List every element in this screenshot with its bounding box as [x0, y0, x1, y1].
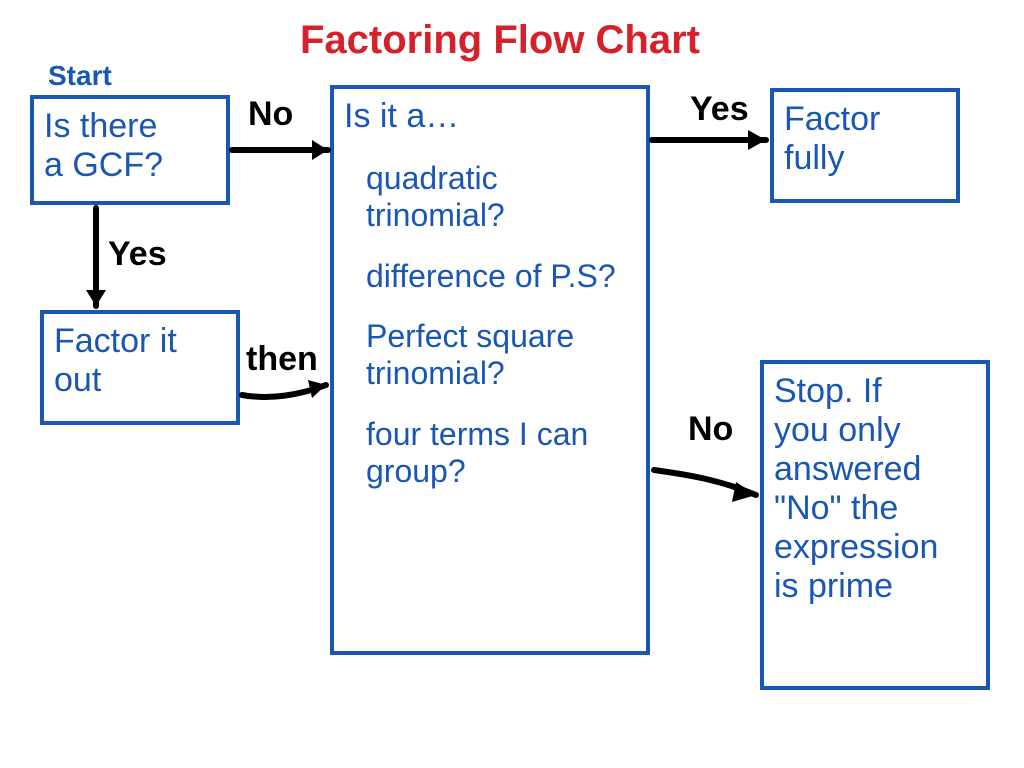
node-text: expression: [774, 528, 976, 567]
node-text: is prime: [774, 567, 976, 606]
node-text: Stop. If: [774, 372, 976, 411]
edge-label-no: No: [248, 95, 293, 134]
node-gcf-question: Is there a GCF?: [30, 95, 230, 205]
node-text: "No" the: [774, 489, 976, 528]
node-stop-prime: Stop. If you only answered "No" the expr…: [760, 360, 990, 690]
node-text: Factor: [784, 100, 946, 139]
node-factor-it-out: Factor it out: [40, 310, 240, 425]
node-text: out: [54, 361, 226, 400]
node-item: quadratic trinomial?: [366, 160, 636, 234]
node-classify-question: Is it a… quadratic trinomial? difference…: [330, 85, 650, 655]
start-label: Start: [48, 60, 112, 92]
node-text: Factor it: [54, 322, 226, 361]
node-text: you only: [774, 411, 976, 450]
flowchart-canvas: Factoring Flow Chart Start Is there a GC…: [0, 0, 1024, 768]
node-text: fully: [784, 139, 946, 178]
node-item: Perfect square trinomial?: [366, 318, 636, 392]
edge-label-no: No: [688, 410, 733, 449]
edge-label-then: then: [246, 340, 318, 379]
node-text: a GCF?: [44, 146, 216, 185]
node-text: answered: [774, 450, 976, 489]
edge-label-yes: Yes: [690, 90, 749, 129]
edge-label-yes: Yes: [108, 235, 167, 274]
node-item: difference of P.S?: [366, 258, 636, 295]
node-text: Is there: [44, 107, 216, 146]
node-header: Is it a…: [344, 97, 636, 136]
node-factor-fully: Factor fully: [770, 88, 960, 203]
chart-title: Factoring Flow Chart: [300, 18, 700, 63]
node-item: four terms I can group?: [366, 416, 636, 490]
